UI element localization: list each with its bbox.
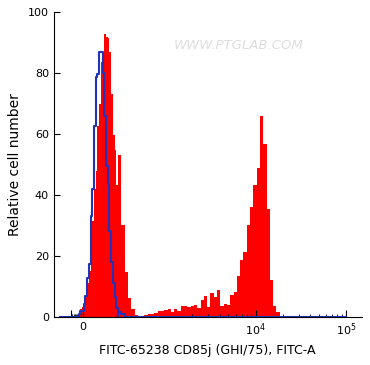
Y-axis label: Relative cell number: Relative cell number xyxy=(9,93,22,236)
Text: WWW.PTGLAB.COM: WWW.PTGLAB.COM xyxy=(174,39,303,52)
X-axis label: FITC-65238 CD85j (GHI/75), FITC-A: FITC-65238 CD85j (GHI/75), FITC-A xyxy=(100,344,316,357)
